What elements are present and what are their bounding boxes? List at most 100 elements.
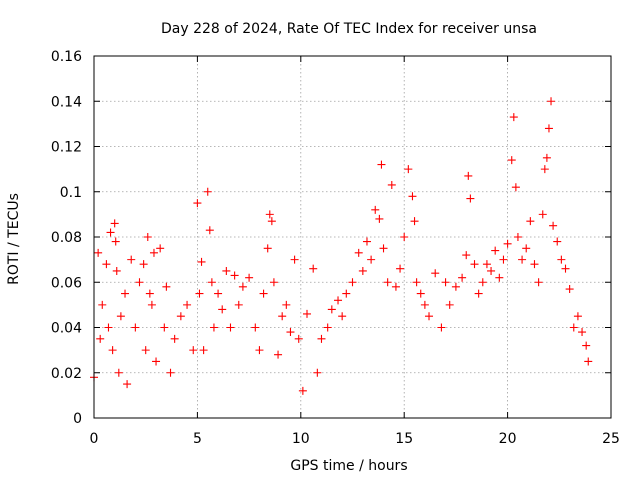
data-point: [245, 273, 254, 282]
x-tick-label: 10: [292, 431, 310, 447]
data-point: [286, 328, 295, 337]
y-tick-label: 0.04: [51, 321, 82, 337]
data-point: [431, 269, 440, 278]
data-point: [458, 273, 467, 282]
data-point: [96, 334, 105, 343]
data-point: [267, 217, 276, 226]
data-point: [218, 305, 227, 314]
data-point: [111, 237, 120, 246]
data-point: [265, 210, 274, 219]
data-points: [90, 97, 593, 395]
data-point: [290, 255, 299, 264]
data-point: [282, 300, 291, 309]
data-point: [203, 187, 212, 196]
data-point: [416, 289, 425, 298]
data-point: [482, 260, 491, 269]
data-point: [445, 300, 454, 309]
y-tick-label: 0.12: [51, 140, 82, 156]
data-point: [226, 323, 235, 332]
data-point: [98, 300, 107, 309]
data-point: [420, 300, 429, 309]
data-point: [396, 264, 405, 273]
data-point: [561, 264, 570, 273]
data-point: [377, 160, 386, 169]
data-point: [162, 282, 171, 291]
data-point: [540, 165, 549, 174]
data-point: [408, 192, 417, 201]
data-point: [565, 285, 574, 294]
data-point: [309, 264, 318, 273]
data-point: [269, 278, 278, 287]
data-point: [323, 323, 332, 332]
data-point: [478, 278, 487, 287]
data-point: [542, 153, 551, 162]
data-point: [209, 323, 218, 332]
data-point: [534, 278, 543, 287]
data-point: [509, 113, 518, 122]
data-point: [230, 271, 239, 280]
data-point: [387, 180, 396, 189]
axes: 0 5 10 15 20 25 0 0.02 0.04 0.06 0.08 0.1 0.12 0.14 0.…: [51, 49, 620, 447]
data-point: [112, 266, 121, 275]
data-point: [375, 214, 384, 223]
data-point: [303, 309, 312, 318]
data-point: [470, 260, 479, 269]
y-tick-label: 0.14: [51, 94, 82, 110]
data-point: [116, 312, 125, 321]
data-point: [298, 386, 307, 395]
y-tick-label: 0: [73, 411, 82, 427]
data-point: [259, 289, 268, 298]
data-point: [410, 217, 419, 226]
data-point: [569, 323, 578, 332]
data-point: [152, 357, 161, 366]
data-point: [538, 210, 547, 219]
data-point: [170, 334, 179, 343]
data-point: [522, 244, 531, 253]
x-tick-label: 20: [499, 431, 517, 447]
x-tick-label: 5: [193, 431, 202, 447]
data-point: [441, 278, 450, 287]
data-point: [338, 312, 347, 321]
data-point: [156, 244, 165, 253]
data-point: [207, 278, 216, 287]
data-point: [462, 251, 471, 260]
data-point: [573, 312, 582, 321]
data-point: [334, 296, 343, 305]
data-point: [238, 282, 247, 291]
data-point: [104, 323, 113, 332]
data-point: [367, 255, 376, 264]
data-point: [110, 219, 119, 228]
x-axis-label: GPS time / hours: [290, 458, 407, 474]
data-point: [362, 237, 371, 246]
data-point: [487, 266, 496, 275]
x-tick-label: 25: [602, 431, 620, 447]
data-point: [139, 260, 148, 269]
data-point: [123, 380, 132, 389]
data-point: [464, 171, 473, 180]
data-point: [141, 346, 150, 355]
data-point: [557, 255, 566, 264]
data-point: [313, 368, 322, 377]
data-point: [549, 221, 558, 230]
data-point: [547, 97, 556, 106]
data-point: [176, 312, 185, 321]
data-point: [94, 248, 103, 257]
grid-lines: [94, 56, 611, 418]
data-point: [466, 194, 475, 203]
data-point: [507, 156, 516, 165]
data-point: [354, 248, 363, 257]
y-tick-label: 0.1: [60, 185, 82, 201]
data-point: [383, 278, 392, 287]
y-tick-label: 0.06: [51, 275, 82, 291]
data-point: [183, 300, 192, 309]
y-tick-label: 0.16: [51, 49, 82, 65]
data-point: [379, 244, 388, 253]
x-tick-label: 0: [90, 431, 99, 447]
data-point: [371, 205, 380, 214]
data-point: [348, 278, 357, 287]
y-tick-label: 0.08: [51, 230, 82, 246]
data-point: [127, 255, 136, 264]
data-point: [255, 346, 264, 355]
data-point: [584, 357, 593, 366]
